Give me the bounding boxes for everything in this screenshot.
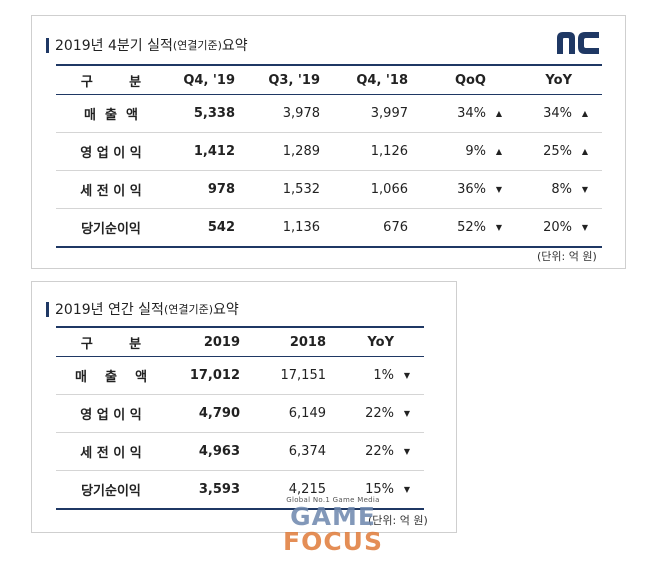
quarterly-table: 구 분 Q4, '19 Q3, '19 Q4, '18 QoQ YoY 매 출 … bbox=[56, 64, 602, 248]
cell-yoy: 8% ▼ bbox=[516, 170, 602, 209]
header-category: 구 분 bbox=[56, 64, 166, 95]
arrow-up-icon: ▲ bbox=[581, 147, 588, 156]
cell-q4-18: 1,126 bbox=[342, 132, 430, 171]
arrow-up-icon: ▲ bbox=[495, 147, 502, 156]
title-bar-icon bbox=[46, 301, 49, 317]
arrow-down-icon: ▼ bbox=[495, 185, 502, 194]
table-row: 영 업 이 익 1,412 1,289 1,126 9% ▲ 25% ▲ bbox=[56, 132, 602, 171]
annual-table: 구 분 2019 2018 YoY 매 출 액 17,012 17,151 1%… bbox=[56, 326, 424, 510]
header-q4-18: Q4, '18 bbox=[342, 64, 430, 95]
header-2019: 2019 bbox=[166, 326, 262, 357]
cell-2019: 3,593 bbox=[166, 470, 262, 510]
table-row: 세 전 이 익 4,963 6,374 22% ▼ bbox=[56, 432, 424, 471]
quarterly-summary-card: 2019년 4분기 실적 (연결기준) 요약 구 분 Q4, '19 Q3, '1… bbox=[31, 15, 626, 269]
cell-qoq: 34% ▲ bbox=[430, 94, 516, 133]
cell-q4-19: 1,412 bbox=[166, 132, 257, 171]
cell-2018: 6,149 bbox=[262, 394, 348, 433]
annual-title: 2019년 연간 실적 (연결기준) 요약 bbox=[46, 299, 239, 319]
annual-unit-note: (단위: 억 원) bbox=[368, 514, 428, 527]
table-row: 매 출 액 5,338 3,978 3,997 34% ▲ 34% ▲ bbox=[56, 94, 602, 133]
cell-2018: 6,374 bbox=[262, 432, 348, 471]
cell-2018: 4,215 bbox=[262, 470, 348, 510]
arrow-down-icon: ▼ bbox=[403, 409, 410, 418]
cell-yoy: 15% ▼ bbox=[348, 470, 424, 510]
row-label: 영 업 이 익 bbox=[56, 394, 166, 433]
table-row: 매 출 액 17,012 17,151 1% ▼ bbox=[56, 356, 424, 395]
row-label: 매 출 액 bbox=[56, 94, 166, 133]
header-category: 구 분 bbox=[56, 326, 166, 357]
header-yoy: YoY bbox=[348, 326, 424, 357]
row-label: 매 출 액 bbox=[56, 356, 166, 395]
annual-summary-card: 2019년 연간 실적 (연결기준) 요약 구 분 2019 2018 YoY 매… bbox=[31, 281, 457, 533]
table-row: 세 전 이 익 978 1,532 1,066 36% ▼ 8% ▼ bbox=[56, 170, 602, 209]
cell-q3-19: 1,289 bbox=[257, 132, 342, 171]
cell-yoy: 22% ▼ bbox=[348, 394, 424, 433]
cell-2019: 17,012 bbox=[166, 356, 262, 395]
cell-q3-19: 1,532 bbox=[257, 170, 342, 209]
cell-q3-19: 1,136 bbox=[257, 208, 342, 248]
table-header-row: 구 분 Q4, '19 Q3, '19 Q4, '18 QoQ YoY bbox=[56, 64, 602, 95]
row-label: 세 전 이 익 bbox=[56, 170, 166, 209]
title-bar-icon bbox=[46, 37, 49, 53]
watermark-word-focus: FOCUS bbox=[283, 527, 383, 556]
cell-2019: 4,790 bbox=[166, 394, 262, 433]
header-q4-19: Q4, '19 bbox=[166, 64, 257, 95]
arrow-down-icon: ▼ bbox=[581, 223, 588, 232]
arrow-up-icon: ▲ bbox=[495, 109, 502, 118]
table-row: 당기순이익 3,593 4,215 15% ▼ bbox=[56, 470, 424, 510]
arrow-down-icon: ▼ bbox=[403, 485, 410, 494]
row-label: 당기순이익 bbox=[56, 470, 166, 510]
cell-q3-19: 3,978 bbox=[257, 94, 342, 133]
cell-yoy: 22% ▼ bbox=[348, 432, 424, 471]
cell-yoy: 1% ▼ bbox=[348, 356, 424, 395]
watermark-word-game: GAME bbox=[290, 502, 376, 531]
quarterly-title: 2019년 4분기 실적 (연결기준) 요약 bbox=[46, 35, 248, 55]
arrow-down-icon: ▼ bbox=[403, 371, 410, 380]
arrow-down-icon: ▼ bbox=[581, 185, 588, 194]
cell-yoy: 25% ▲ bbox=[516, 132, 602, 171]
cell-q4-18: 1,066 bbox=[342, 170, 430, 209]
table-header-row: 구 분 2019 2018 YoY bbox=[56, 326, 424, 357]
cell-qoq: 52% ▼ bbox=[430, 208, 516, 248]
game-focus-watermark: Global No.1 Game Media GAME FOCUS bbox=[258, 496, 408, 554]
cell-qoq: 9% ▲ bbox=[430, 132, 516, 171]
cell-2018: 17,151 bbox=[262, 356, 348, 395]
cell-q4-18: 3,997 bbox=[342, 94, 430, 133]
table-row: 영 업 이 익 4,790 6,149 22% ▼ bbox=[56, 394, 424, 433]
arrow-up-icon: ▲ bbox=[581, 109, 588, 118]
arrow-down-icon: ▼ bbox=[495, 223, 502, 232]
cell-qoq: 36% ▼ bbox=[430, 170, 516, 209]
header-2018: 2018 bbox=[262, 326, 348, 357]
cell-q4-19: 5,338 bbox=[166, 94, 257, 133]
cell-yoy: 20% ▼ bbox=[516, 208, 602, 248]
row-label: 세 전 이 익 bbox=[56, 432, 166, 471]
cell-q4-19: 542 bbox=[166, 208, 257, 248]
watermark-tagline: Global No.1 Game Media bbox=[286, 496, 380, 504]
row-label: 당기순이익 bbox=[56, 208, 166, 248]
cell-q4-19: 978 bbox=[166, 170, 257, 209]
table-row: 당기순이익 542 1,136 676 52% ▼ 20% ▼ bbox=[56, 208, 602, 248]
header-qoq: QoQ bbox=[430, 64, 516, 95]
nc-logo-icon bbox=[557, 32, 599, 54]
cell-2019: 4,963 bbox=[166, 432, 262, 471]
arrow-down-icon: ▼ bbox=[403, 447, 410, 456]
header-yoy: YoY bbox=[516, 64, 602, 95]
header-q3-19: Q3, '19 bbox=[257, 64, 342, 95]
cell-q4-18: 676 bbox=[342, 208, 430, 248]
row-label: 영 업 이 익 bbox=[56, 132, 166, 171]
cell-yoy: 34% ▲ bbox=[516, 94, 602, 133]
quarterly-unit-note: (단위: 억 원) bbox=[537, 250, 597, 263]
